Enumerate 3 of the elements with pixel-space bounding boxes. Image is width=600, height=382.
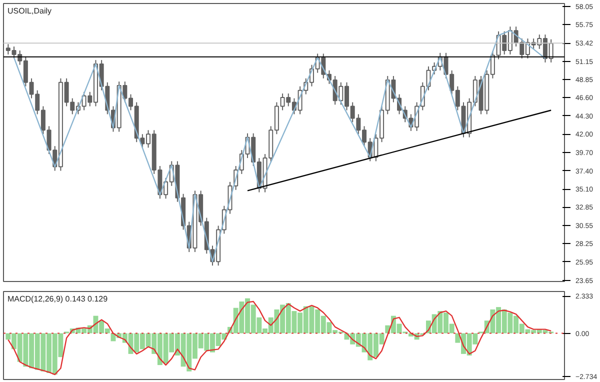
chart-title: USOIL,Daily (8, 6, 52, 16)
line-series (13, 30, 546, 262)
chart-title: MACD(12,26,9) 0.143 0.129 (8, 294, 108, 304)
